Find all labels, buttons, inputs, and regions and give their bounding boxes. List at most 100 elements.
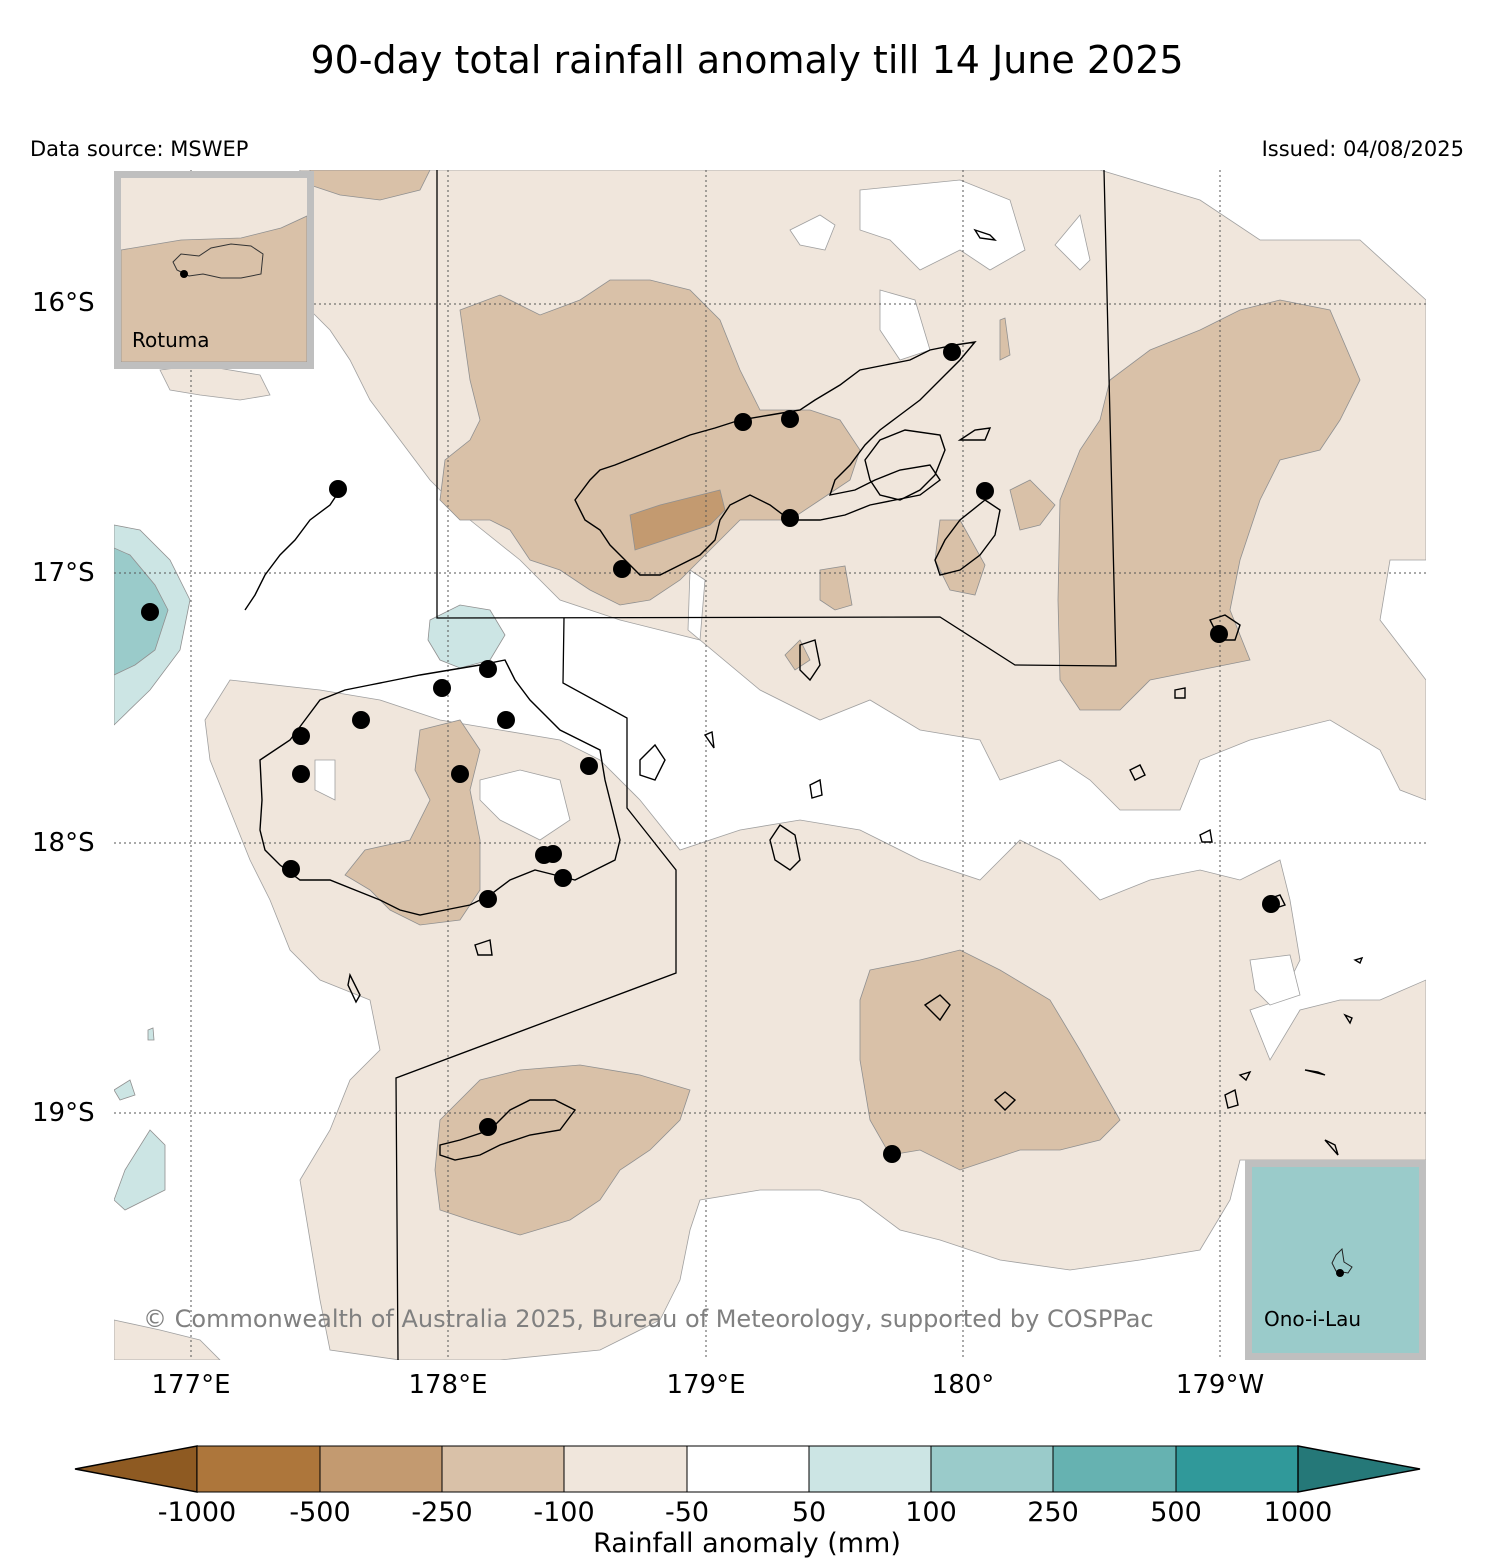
station-marker bbox=[613, 560, 631, 578]
anomaly-minus100-regions bbox=[309, 170, 1361, 1236]
near-normal-gaps bbox=[314, 179, 1301, 1006]
small-positive-1 bbox=[114, 1079, 136, 1101]
colorbar-tick: 500 bbox=[1150, 1497, 1202, 1528]
island-coast-12 bbox=[1324, 1139, 1339, 1156]
viti-levu-minus100 bbox=[344, 719, 481, 926]
lat-label-16s: 16°S bbox=[32, 288, 95, 318]
lon-label-177e: 177°E bbox=[151, 1370, 231, 1400]
map-title: 90-day total rainfall anomaly till 14 Ju… bbox=[310, 38, 1184, 82]
station-marker bbox=[433, 679, 451, 697]
colorbar-bin-5 bbox=[686, 1445, 810, 1493]
rotuma-coast bbox=[172, 243, 264, 279]
island-coast-14 bbox=[1304, 1069, 1326, 1076]
taveuni-coast bbox=[934, 499, 1001, 576]
ono-i-lau-inset: Ono-i-Lau bbox=[1245, 1160, 1426, 1360]
rainfall-map bbox=[114, 170, 1426, 1360]
vanua-levu-inlet-coast bbox=[864, 429, 946, 501]
northern-division-boundary bbox=[436, 170, 1117, 667]
gap-4 bbox=[879, 289, 931, 361]
station-marker bbox=[329, 480, 347, 498]
colorbar-bin-2 bbox=[319, 1445, 443, 1493]
ono-i-lau-station bbox=[1336, 1269, 1344, 1277]
station-marker bbox=[282, 860, 300, 878]
matuku-coast bbox=[923, 994, 951, 1022]
island-coast-5 bbox=[1224, 1088, 1239, 1109]
koro-coast bbox=[799, 639, 821, 682]
colorbar-tick: 250 bbox=[1027, 1497, 1079, 1528]
gap-6 bbox=[687, 569, 706, 641]
lon-label-178e: 178°E bbox=[408, 1370, 488, 1400]
small-positive-2 bbox=[147, 1027, 155, 1041]
colorbar-tick: -100 bbox=[533, 1497, 595, 1528]
anomaly-positive-regions bbox=[114, 524, 506, 1211]
rotuma-inset-map bbox=[121, 178, 307, 362]
colorbar-bin-6 bbox=[808, 1445, 932, 1493]
colorbar-tick: -50 bbox=[664, 1497, 710, 1528]
island-coast-3 bbox=[1199, 828, 1213, 843]
ovalau-coast bbox=[639, 743, 666, 781]
vanua-levu-minus100 bbox=[439, 279, 861, 606]
east-small-minus100 bbox=[1009, 479, 1056, 531]
lon-label-179w: 179°W bbox=[1175, 1370, 1265, 1400]
gap-2 bbox=[859, 179, 1026, 271]
division-boundaries bbox=[395, 170, 1117, 1360]
rotuma-inset: Rotuma bbox=[114, 171, 314, 369]
kadavu-minus100 bbox=[434, 1064, 691, 1236]
west-positive-inner bbox=[114, 547, 169, 676]
colorbar-bin-7 bbox=[930, 1445, 1054, 1493]
data-source-text: Data source: MSWEP bbox=[30, 137, 249, 161]
totoya-coast bbox=[993, 1091, 1017, 1111]
colorbar-bin-4 bbox=[563, 1445, 688, 1493]
station-marker bbox=[479, 660, 497, 678]
vanua-levu-coast bbox=[574, 341, 977, 576]
island-coast-6 bbox=[474, 939, 493, 956]
station-marker bbox=[292, 727, 310, 745]
station-marker bbox=[497, 711, 515, 729]
station-marker bbox=[554, 869, 572, 887]
copyright-notice: © Commonwealth of Australia 2025, Bureau… bbox=[143, 1305, 1154, 1333]
island-coast-11 bbox=[703, 730, 715, 749]
gap-7 bbox=[479, 769, 571, 841]
station-marker bbox=[734, 413, 752, 431]
island-coast-15 bbox=[1343, 1013, 1353, 1025]
ono-i-lau-coast bbox=[1331, 1247, 1353, 1274]
colorbar-extend-high bbox=[1297, 1445, 1421, 1493]
colorbar bbox=[74, 1445, 1421, 1493]
lat-label-19s: 19°S bbox=[32, 1098, 95, 1128]
island-coast-7 bbox=[347, 972, 361, 1004]
station-marker bbox=[943, 343, 961, 361]
colorbar-tick: -500 bbox=[289, 1497, 351, 1528]
island-coast-13 bbox=[1238, 1070, 1252, 1082]
station-marker bbox=[451, 765, 469, 783]
southwest-corner-region bbox=[114, 1319, 221, 1360]
colorbar-tick: 1000 bbox=[1263, 1497, 1333, 1528]
lau-group-minus100 bbox=[1057, 299, 1361, 711]
gap-1 bbox=[1054, 214, 1091, 271]
anomaly-minus250-region bbox=[629, 489, 726, 551]
station-marker bbox=[479, 1118, 497, 1136]
colorbar-extend-low bbox=[74, 1445, 198, 1493]
gau-coast bbox=[769, 824, 801, 871]
central-eastern-boundary bbox=[395, 617, 677, 1360]
station-marker bbox=[781, 410, 799, 428]
rotuma-station bbox=[180, 270, 188, 278]
lat-label-18s: 18°S bbox=[32, 828, 95, 858]
island-coast-10 bbox=[809, 778, 823, 799]
ono-i-lau-inset-map bbox=[1331, 1247, 1353, 1277]
lon-label-179e: 179°E bbox=[666, 1370, 746, 1400]
station-marker bbox=[544, 845, 562, 863]
station-marker bbox=[479, 890, 497, 908]
yasawa-coast bbox=[244, 489, 341, 611]
ono-i-lau-label: Ono-i-Lau bbox=[1264, 1307, 1362, 1331]
colorbar-tick: 100 bbox=[905, 1497, 957, 1528]
island-coast-1 bbox=[1129, 764, 1146, 781]
central-positive bbox=[427, 604, 506, 669]
viti-levu-coast bbox=[259, 659, 621, 916]
koro-minus100 bbox=[819, 565, 853, 611]
island-coast-16 bbox=[1353, 956, 1364, 965]
colorbar-tick: -1000 bbox=[157, 1497, 237, 1528]
graticule bbox=[114, 170, 1426, 1360]
colorbar-tick: -250 bbox=[411, 1497, 473, 1528]
station-marker bbox=[781, 509, 799, 527]
gap-3 bbox=[789, 214, 836, 251]
